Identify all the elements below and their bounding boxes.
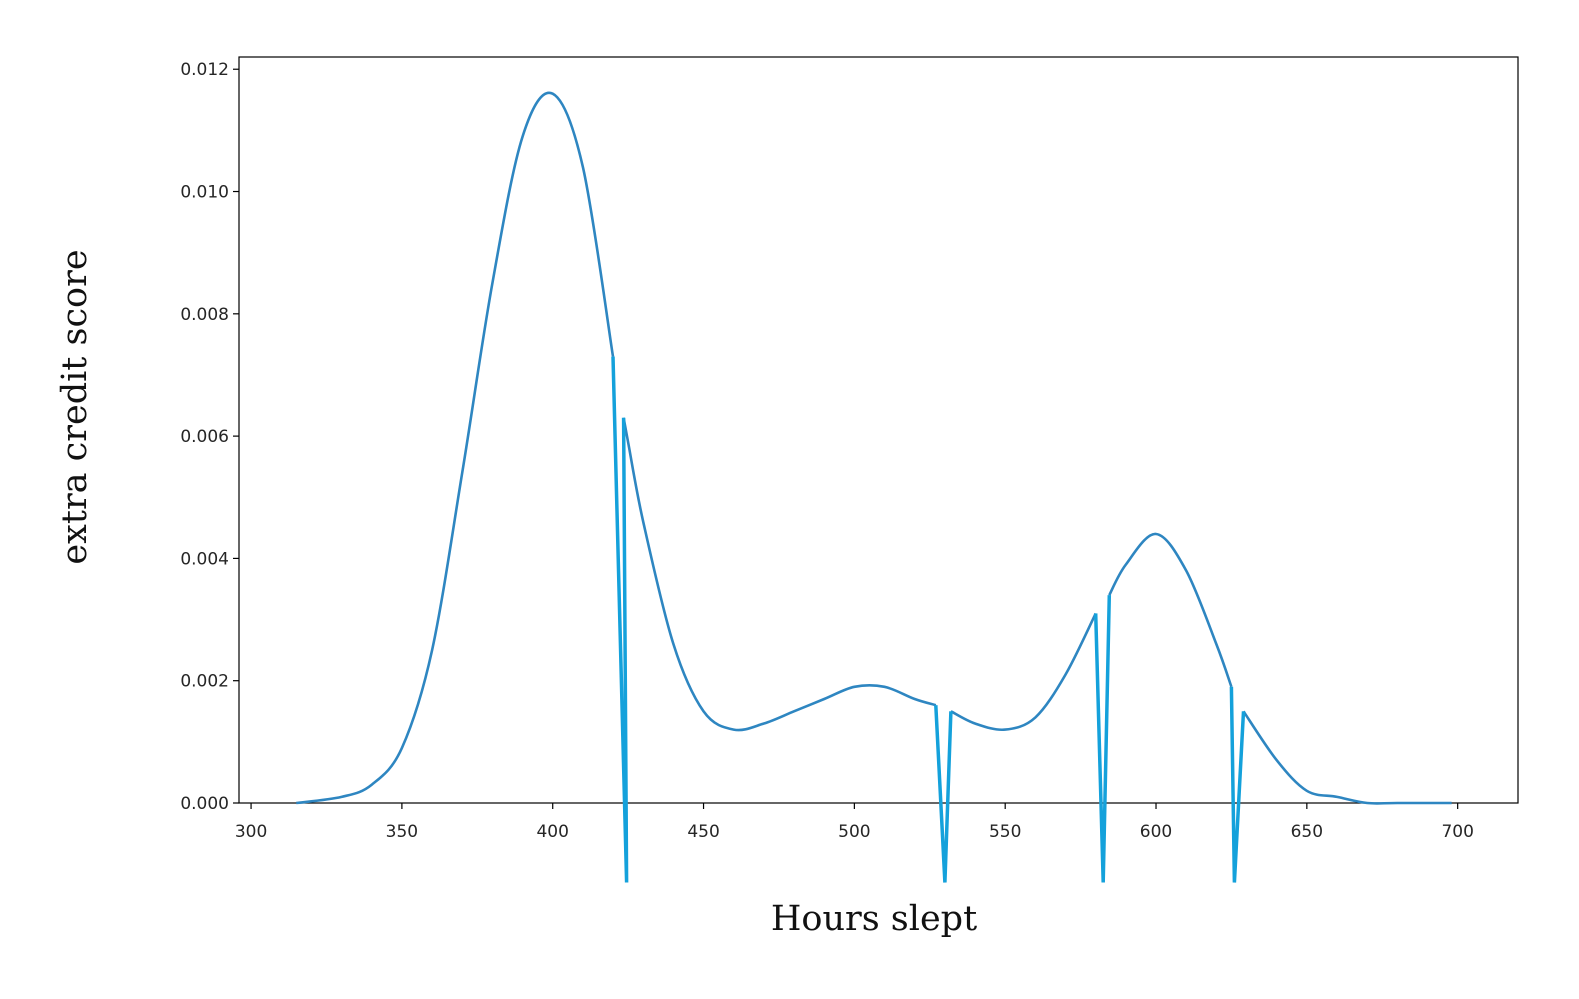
spike-line [934, 705, 953, 883]
x-tick-label: 400 [536, 822, 568, 842]
density-curve-segment [1108, 532, 1233, 688]
spike-line [1229, 686, 1246, 883]
y-tick-label: 0.000 [180, 794, 229, 814]
plot-frame [238, 56, 1519, 804]
x-tick-label: 500 [838, 822, 870, 842]
density-curve-segment [296, 91, 615, 805]
density-curve-segment [1242, 710, 1452, 805]
x-tick-label: 450 [687, 822, 719, 842]
y-tick-label: 0.012 [180, 60, 229, 80]
x-tick-label: 350 [386, 822, 418, 842]
density-curve-segment [622, 417, 937, 732]
y-axis-ticks: 0.000 0.002 0.004 0.006 0.008 0.010 0.012 [180, 60, 239, 814]
spike-lines [611, 356, 1246, 883]
y-tick-label: 0.008 [180, 305, 229, 325]
x-axis-ticks: 300 350 400 450 500 550 600 650 700 [235, 803, 1474, 842]
y-axis-label: extra credit score [55, 249, 95, 564]
x-tick-label: 300 [235, 822, 267, 842]
y-tick-label: 0.006 [180, 427, 229, 447]
y-tick-label: 0.002 [180, 672, 229, 692]
spike-line [1093, 595, 1112, 883]
x-axis-label: Hours slept [771, 899, 977, 939]
spike-line [611, 356, 629, 883]
y-tick-label: 0.004 [180, 549, 229, 569]
density-curve-segment [950, 612, 1097, 732]
x-tick-label: 700 [1441, 822, 1473, 842]
x-tick-label: 550 [989, 822, 1021, 842]
x-tick-label: 650 [1291, 822, 1323, 842]
x-tick-label: 600 [1140, 822, 1172, 842]
density-curve [296, 91, 1452, 805]
y-tick-label: 0.010 [180, 183, 229, 203]
